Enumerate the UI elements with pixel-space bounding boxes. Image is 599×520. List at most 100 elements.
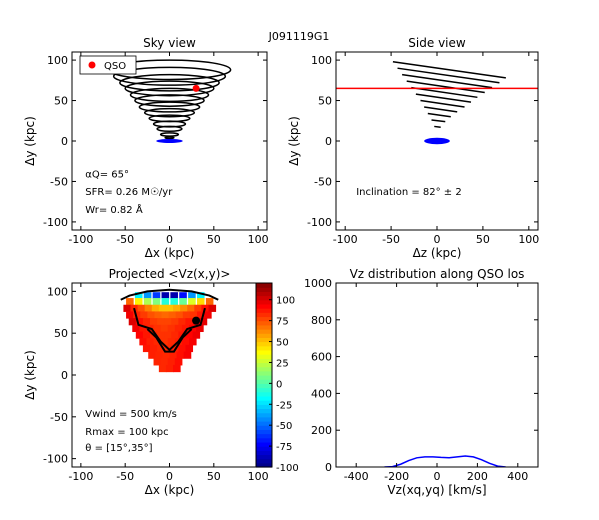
heatmap-cell [194,304,202,312]
heatmap-cell [164,318,172,326]
colorbar: -100 -75 -50 -25 0 25 50 75 100 [255,282,299,474]
legend-box [79,55,137,75]
y-tick-label: 200 [311,424,332,437]
x-tick-label: 400 [507,470,528,483]
colorbar-swatch [256,333,272,338]
colorbar-swatch [256,379,272,384]
heatmap-cell [134,298,143,306]
colorbar-tick-label: -100 [276,463,299,474]
wind-shell-segment [424,106,458,113]
colorbar-swatch [256,291,272,297]
side-panel: -100 -50 0 50 100 -100 -50 0 50 100 Side view Δz (k… [287,36,539,260]
x-tick-label: -100 [68,233,93,246]
heatmap-cell [161,311,170,319]
contour-line [120,288,219,301]
colorbar-tick-label: -50 [276,421,292,432]
heatmap-cell [183,351,192,359]
heatmap-cell [150,318,158,326]
heatmap-cell [161,298,170,306]
wind-shell-ellipse [164,136,175,140]
wind-shell-ellipse [112,66,227,86]
colorbar-swatch [256,354,272,359]
heatmap-cell [161,292,170,300]
colorbar-swatch [256,345,272,351]
colorbar-swatch [256,312,272,318]
wind-shell-ellipse [148,114,191,123]
panel-title: Side view [408,36,466,50]
heatmap-cell [157,331,165,339]
heatmap-cell [196,292,205,300]
heatmap-cell [188,292,196,300]
x-tick-label: 100 [248,470,269,483]
wind-shell-ellipse [134,94,205,107]
heatmap-cell [152,298,161,306]
heatmap-cell [148,351,156,359]
heatmap-cell [150,344,158,353]
panel-annotation: αQ= 65° [85,169,129,180]
heatmap-cell [133,311,141,319]
heatmap-cell [176,351,185,359]
x-tick-label: 0 [434,470,441,483]
x-tick-label: -50 [382,233,400,246]
x-axis-label: Δz (kpc) [413,246,462,260]
heatmap-cell [160,338,169,346]
wind-shell-ellipse [143,107,196,118]
colorbar-tick-label: -25 [276,400,292,411]
colorbar-swatch [256,324,272,330]
projected-plot-area [120,288,219,373]
heatmap-cell [189,338,197,346]
heatmap-cell [135,318,144,326]
y-axis-label: Δy (kpc) [287,116,301,166]
heatmap-cell [187,304,195,312]
y-tick-label: -50 [50,411,68,424]
panel-title: Projected <Vz(x,y)> [109,267,231,281]
colorbar-swatch [256,283,272,288]
heatmap-cell [174,358,183,366]
x-axis-label: Vz(xq,yq) [km/s] [387,483,486,497]
x-tick-label: 200 [467,470,488,483]
heatmap-cell [205,298,214,306]
colorbar-swatch [256,370,272,376]
panel-annotation: SFR= 0.26 M☉/yr [85,187,173,198]
heatmap-cell [185,344,194,353]
panel-title: Sky view [143,36,196,50]
heatmap-cell [155,351,163,359]
heatmap-cell [135,331,144,339]
colorbar-swatch [256,433,272,439]
heatmap-cell [185,318,194,326]
x-tick-label: 50 [207,470,221,483]
y-axis-label: Δy (kpc) [23,116,37,166]
y-tick-label: 50 [318,95,332,108]
vz-panel: -400 -200 0 200 400 0 200 400 600 800 1000 Vz distr… [304,267,539,497]
wind-shell-segment [427,112,451,118]
heatmap-cell [143,292,152,300]
y-tick-label: 0 [325,135,332,148]
heatmap-cell [153,358,162,366]
y-tick-label: 600 [311,351,332,364]
heatmap-cell [137,304,146,312]
galaxy-disk [424,137,450,145]
y-tick-label: -50 [314,175,332,188]
heatmap-cell [165,304,174,312]
colorbar-swatch [256,366,272,372]
heatmap-cell [196,298,205,306]
y-tick-label: -100 [43,216,68,229]
colorbar-swatch [256,408,272,414]
heatmap-cell [134,292,143,300]
qso-marker [192,316,201,325]
axes-frame [335,282,539,468]
heatmap-cell [181,324,190,333]
wind-shell-segment [431,119,446,123]
colorbar-swatch [256,421,272,426]
colorbar-swatch [256,462,272,468]
colorbar-swatch [256,383,272,389]
y-axis-label: Δy (kpc) [23,350,37,400]
heatmap-cell [167,338,176,346]
wind-shell-ellipse [124,80,215,97]
heatmap-cell [189,324,197,333]
x-tick-label: 0 [434,233,441,246]
panel-annotation: Vwind = 500 km/s [85,409,177,420]
x-tick-label: -200 [384,470,409,483]
colorbar-tick-label: 50 [276,338,289,349]
